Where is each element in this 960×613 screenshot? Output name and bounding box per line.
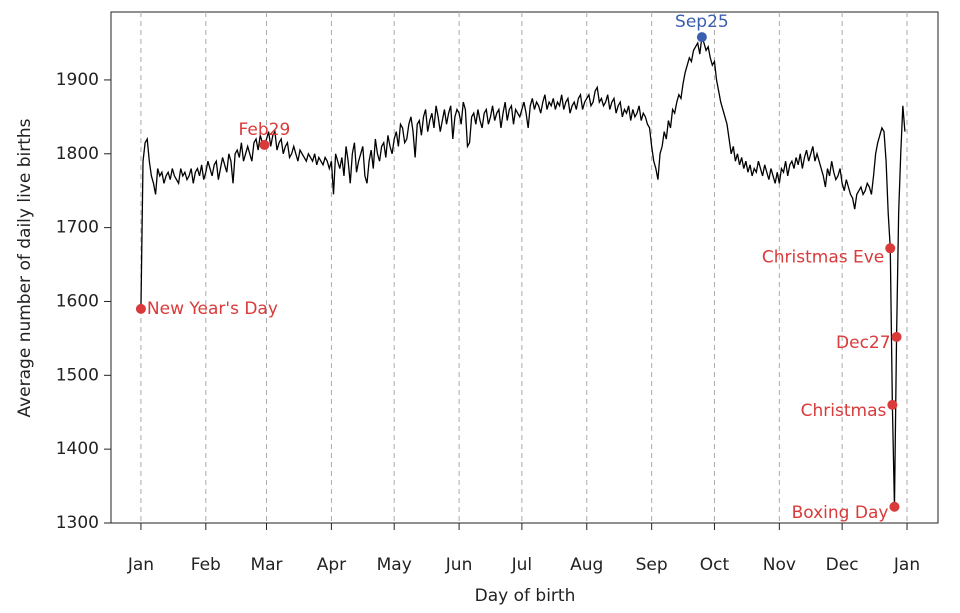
x-tick-label: Aug (570, 555, 603, 575)
annotation-point (885, 243, 896, 254)
annotation-label: Christmas (801, 401, 887, 421)
x-tick-label: Oct (700, 555, 730, 575)
x-tick-label: Jun (445, 555, 473, 575)
annotation-point (696, 32, 707, 43)
y-tick-label: 1400 (56, 439, 99, 459)
annotation-label: Sep25 (675, 12, 729, 32)
y-tick-label: 1800 (56, 144, 99, 164)
annotation-label: Christmas Eve (762, 247, 884, 267)
annotation-label: Feb29 (239, 120, 291, 140)
y-axis-label: Average number of daily live births (15, 118, 35, 417)
annotation-label: Boxing Day (792, 503, 889, 523)
x-tick-label: Jan (127, 555, 154, 575)
y-tick-label: 1700 (56, 218, 99, 238)
x-tick-label: Apr (317, 555, 346, 575)
annotation-label: Dec27 (836, 333, 891, 353)
annotation-point (891, 331, 902, 342)
x-tick-label: Sep (636, 555, 668, 575)
annotation-point (259, 139, 270, 150)
y-tick-label: 1500 (56, 365, 99, 385)
y-tick-label: 1900 (56, 70, 99, 90)
x-tick-label: Mar (250, 555, 282, 575)
plot-frame (110, 11, 939, 524)
y-tick-label: 1300 (56, 513, 99, 533)
x-tick-label: May (377, 555, 412, 575)
annotation-point (889, 501, 900, 512)
annotation-point (887, 399, 898, 410)
x-tick-label: Nov (763, 555, 796, 575)
x-tick-label: Jul (511, 555, 533, 575)
y-tick-label: 1600 (56, 291, 99, 311)
annotation-point (135, 303, 146, 314)
x-tick-label: Dec (826, 555, 859, 575)
x-tick-label: Jan (893, 555, 920, 575)
data-line (140, 36, 906, 507)
x-axis-label: Day of birth (475, 586, 576, 606)
x-tick-label: Feb (191, 555, 221, 575)
annotation-label: New Year's Day (147, 299, 278, 319)
